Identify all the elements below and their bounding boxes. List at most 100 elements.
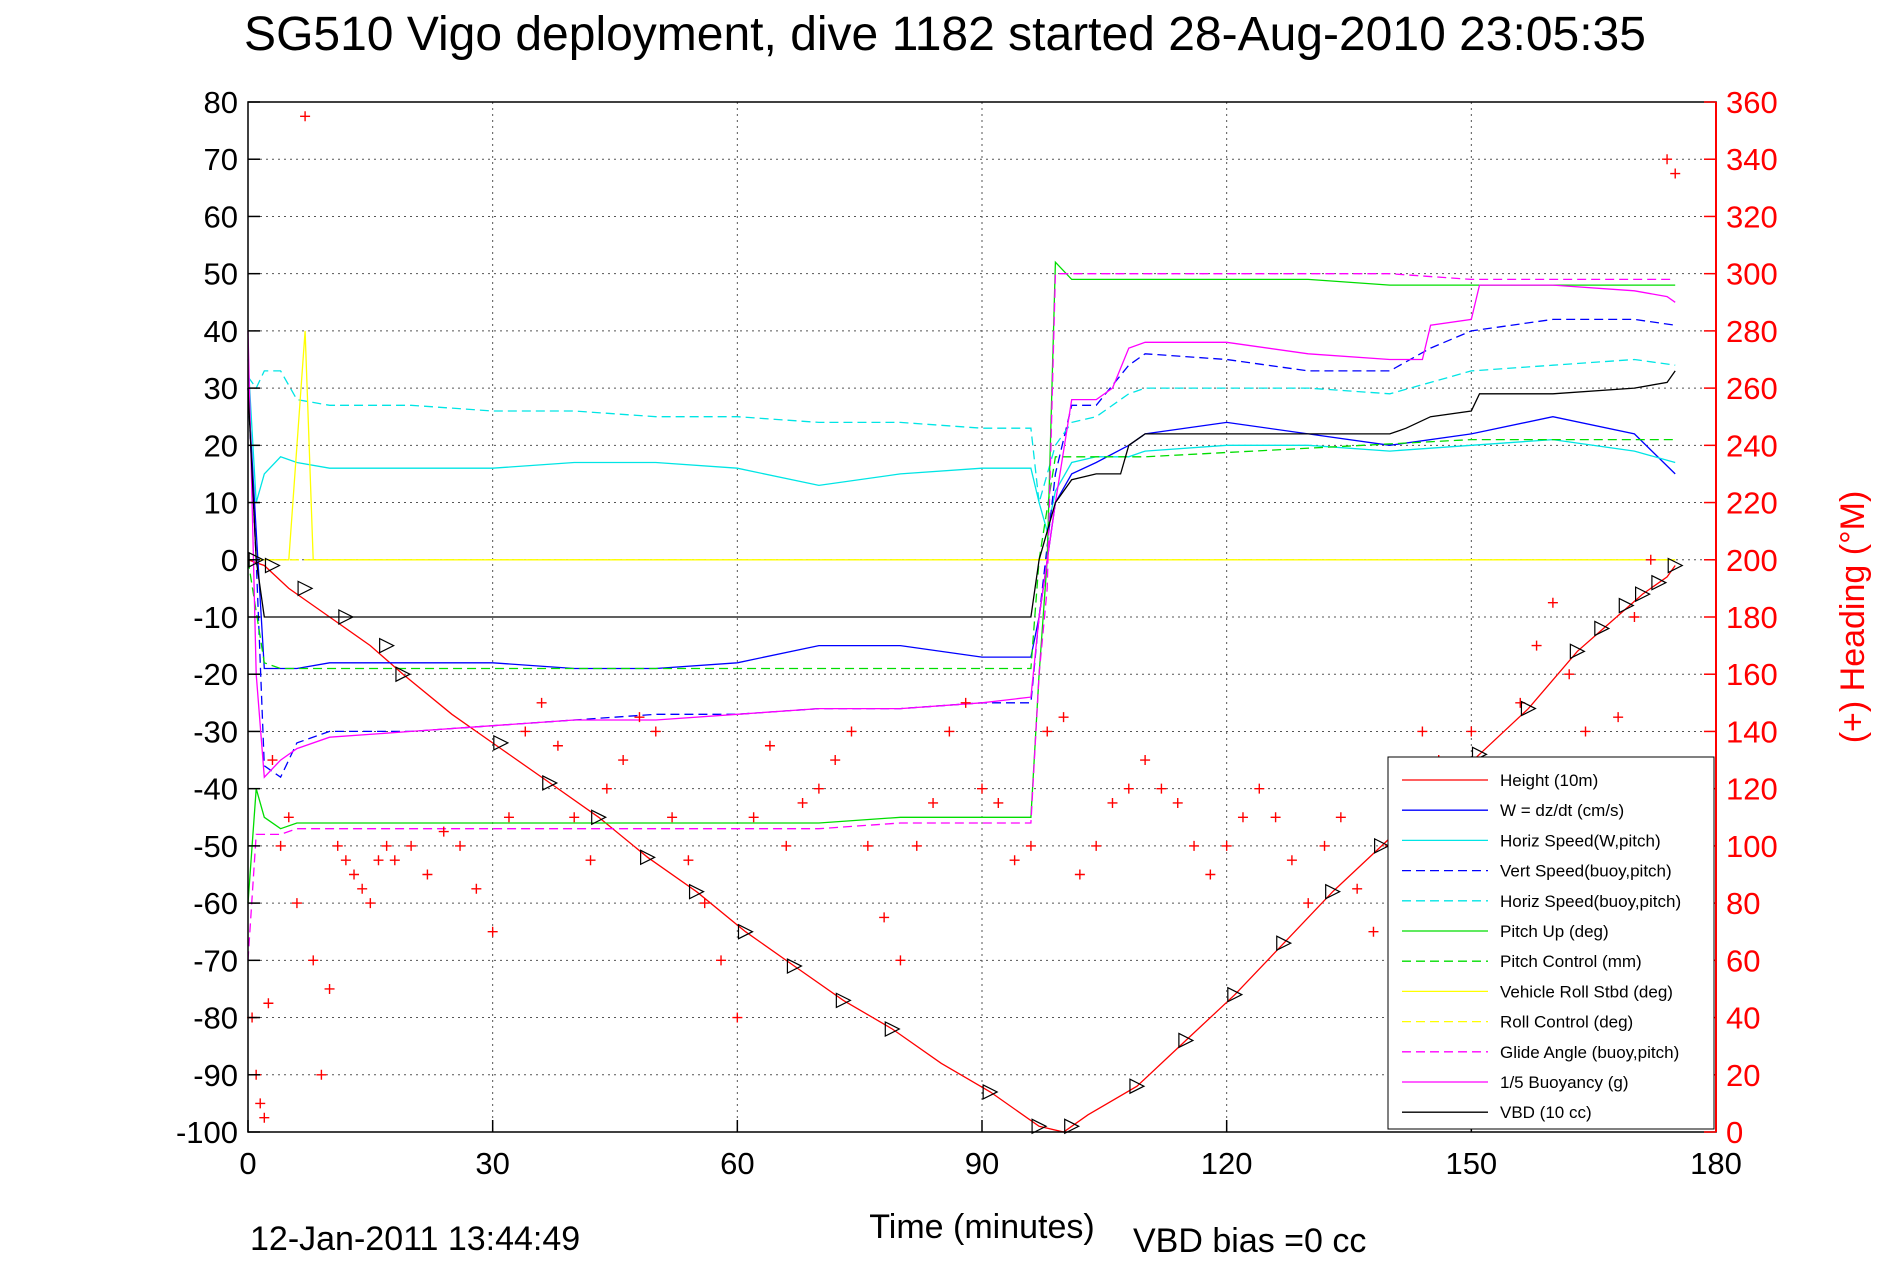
heading-point xyxy=(1221,840,1232,851)
heading-point xyxy=(1629,612,1640,622)
depth-marker xyxy=(493,734,510,751)
heading-point xyxy=(716,955,727,966)
heading-point xyxy=(263,998,274,1009)
heading-point xyxy=(1368,926,1379,937)
y-tick-label-right: 220 xyxy=(1726,486,1778,521)
heading-point xyxy=(699,898,710,909)
heading-point xyxy=(1058,712,1069,723)
y-tick-label-right: 280 xyxy=(1726,314,1778,349)
legend-label: Vehicle Roll Stbd (deg) xyxy=(1500,982,1673,1001)
y-tick-label-right: 100 xyxy=(1726,829,1778,864)
depth-marker xyxy=(264,557,281,574)
heading-point xyxy=(764,740,775,751)
legend-label: Vert Speed(buoy,pitch) xyxy=(1500,862,1672,881)
heading-point xyxy=(1319,840,1330,851)
y-tick-label-right: 40 xyxy=(1726,1001,1760,1036)
heading-point xyxy=(389,855,400,866)
legend-label: Roll Control (deg) xyxy=(1500,1013,1633,1032)
depth-marker xyxy=(835,992,852,1009)
heading-point xyxy=(422,869,433,880)
y-tick-label-right: 200 xyxy=(1726,543,1778,578)
y-tick-label-right: 120 xyxy=(1726,772,1778,807)
y-tick-label-right: 20 xyxy=(1726,1058,1760,1093)
heading-point xyxy=(316,1069,327,1080)
depth-marker xyxy=(1594,620,1611,637)
y-tick-label-left: -70 xyxy=(193,943,238,978)
heading-point xyxy=(438,826,449,837)
heading-point xyxy=(332,840,343,851)
heading-point xyxy=(569,812,580,823)
heading-point xyxy=(1335,812,1346,823)
legend-label: W = dz/dt (cm/s) xyxy=(1500,801,1624,820)
heading-point xyxy=(1140,755,1151,766)
y-tick-label-right: 240 xyxy=(1726,428,1778,463)
depth-marker xyxy=(1031,1118,1048,1135)
heading-point xyxy=(365,898,376,909)
heading-point xyxy=(308,955,319,966)
heading-point xyxy=(732,1012,743,1023)
heading-point xyxy=(406,840,417,851)
depth-marker xyxy=(338,609,355,625)
heading-point xyxy=(1123,783,1134,794)
series-line-1 xyxy=(247,388,1676,670)
x-tick-label: 120 xyxy=(1201,1146,1253,1181)
heading-point xyxy=(1466,726,1477,737)
heading-point xyxy=(259,1112,270,1123)
depth-marker xyxy=(982,1083,999,1100)
y-tick-label-right: 260 xyxy=(1726,371,1778,406)
depth-marker xyxy=(591,809,608,826)
depth-marker xyxy=(786,958,803,975)
y-axis-left: 80 70 60 50 40 30 20 10 0 -10 -20 -30 -40 -50 -60 -70 -8… xyxy=(176,85,260,1150)
heading-point xyxy=(1254,783,1265,794)
heading-point xyxy=(267,755,278,766)
heading-point xyxy=(1613,712,1624,723)
y-tick-label-right: 80 xyxy=(1726,886,1760,921)
heading-point xyxy=(536,697,547,708)
heading-point xyxy=(1107,797,1118,808)
depth-marker xyxy=(1667,557,1684,574)
y-tick-label-right: 320 xyxy=(1726,199,1778,234)
heading-point xyxy=(618,755,629,766)
heading-point xyxy=(291,898,302,909)
heading-point xyxy=(928,797,939,808)
heading-point xyxy=(1205,869,1216,880)
heading-point xyxy=(1417,726,1428,737)
heading-point xyxy=(1237,812,1248,823)
heading-point xyxy=(895,955,906,966)
heading-point xyxy=(634,712,645,723)
heading-point xyxy=(340,855,351,866)
legend-label: Pitch Control (mm) xyxy=(1500,952,1642,971)
legend-label: 1/5 Buoyancy (g) xyxy=(1500,1073,1629,1092)
x-tick-label: 60 xyxy=(720,1146,754,1181)
heading-point xyxy=(1531,640,1542,651)
depth-marker xyxy=(1651,574,1668,591)
y-tick-label-right: 160 xyxy=(1726,657,1778,692)
y-tick-label-right: 140 xyxy=(1726,714,1778,749)
heading-point xyxy=(1042,726,1053,737)
heading-point xyxy=(879,912,890,923)
heading-point xyxy=(487,926,498,937)
heading-point xyxy=(1172,797,1183,808)
heading-point xyxy=(552,740,563,751)
y-tick-label-left: -30 xyxy=(193,714,238,749)
heading-point xyxy=(357,883,368,894)
heading-point xyxy=(373,855,384,866)
y-tick-label-left: -50 xyxy=(193,829,238,864)
y-tick-label-left: -90 xyxy=(193,1058,238,1093)
depth-marker xyxy=(1227,986,1244,1003)
heading-point xyxy=(381,840,392,851)
y-tick-label-left: -40 xyxy=(193,772,238,807)
depth-marker xyxy=(1276,935,1293,952)
heading-point xyxy=(324,983,335,994)
y-tick-label-left: 0 xyxy=(221,543,238,578)
legend-label: Horiz Speed(buoy,pitch) xyxy=(1500,892,1681,911)
heading-point xyxy=(349,869,360,880)
y-tick-label-right: 340 xyxy=(1726,142,1778,177)
depth-marker xyxy=(1618,597,1635,614)
heading-point xyxy=(300,111,311,122)
depth-marker xyxy=(1374,837,1390,854)
heading-point xyxy=(1156,783,1167,794)
depth-marker xyxy=(1569,643,1586,660)
depth-marker xyxy=(379,637,395,654)
heading-point xyxy=(275,840,286,851)
